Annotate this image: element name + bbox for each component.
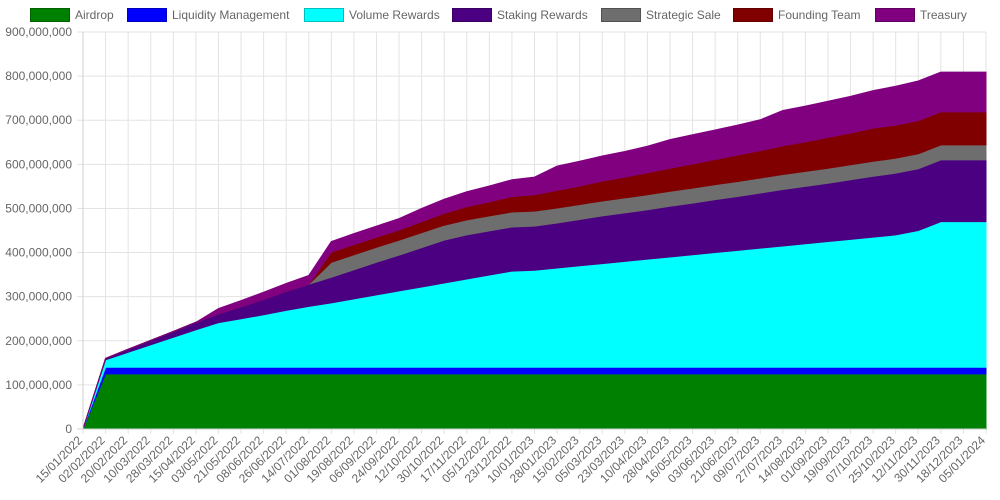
y-tick-label: 200,000,000 [5,334,72,348]
legend: Airdrop Liquidity Management Volume Reward… [0,0,1000,30]
y-tick-label: 800,000,000 [5,69,72,83]
legend-label: Airdrop [75,8,114,22]
y-tick-label: 500,000,000 [5,201,72,215]
legend-label: Treasury [920,8,967,22]
axes [77,32,986,430]
area-series-treasury[interactable] [82,71,987,430]
legend-label: Founding Team [778,8,861,22]
legend-label: Volume Rewards [349,8,440,22]
legend-swatch [733,8,773,22]
y-tick-label: 400,000,000 [5,246,72,260]
y-tick-label: 300,000,000 [5,290,72,304]
legend-swatch [875,8,915,22]
y-axis-tick-labels: 0 100,000,000 200,000,000 300,000,000 400,00… [5,25,72,436]
legend-label: Liquidity Management [172,8,290,22]
legend-label: Staking Rewards [497,8,588,22]
y-tick-label: 900,000,000 [5,25,72,39]
legend-swatch [30,8,70,22]
y-tick-label: 700,000,000 [5,113,72,127]
legend-swatch [452,8,492,22]
legend-swatch [601,8,641,22]
y-tick-label: 100,000,000 [5,378,72,392]
legend-swatch [127,8,167,22]
area-series-group [82,71,987,430]
y-tick-label: 0 [65,422,72,436]
legend-swatch [304,8,344,22]
area-series-airdrop[interactable] [82,373,987,430]
legend-label: Strategic Sale [646,8,721,22]
x-axis-tick-labels: 15/01/202202/02/202220/02/202210/03/2022… [33,433,989,486]
y-tick-label: 600,000,000 [5,157,72,171]
